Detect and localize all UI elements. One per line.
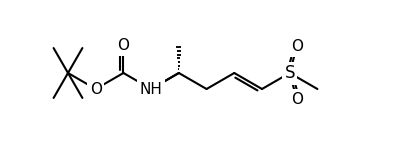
Text: NH: NH <box>140 81 163 97</box>
Text: O: O <box>118 38 129 53</box>
Text: O: O <box>291 39 303 54</box>
Text: O: O <box>291 92 303 107</box>
Text: O: O <box>90 81 102 97</box>
Text: S: S <box>285 64 295 82</box>
